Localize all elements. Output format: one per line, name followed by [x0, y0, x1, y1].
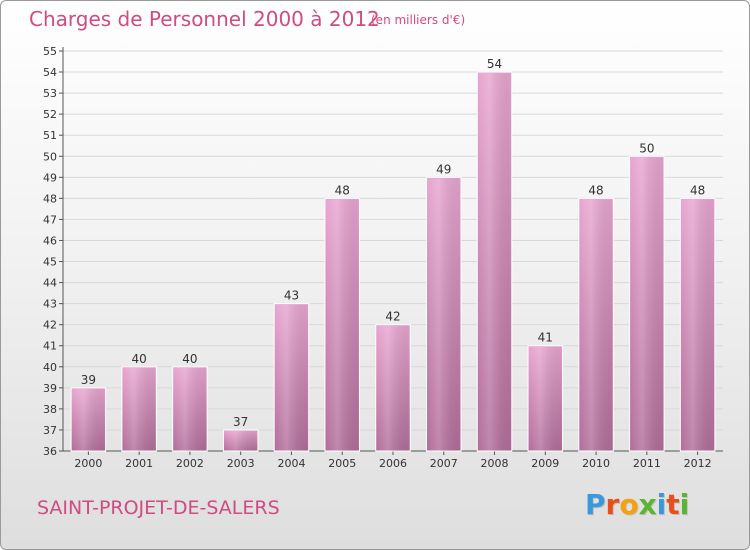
x-tick-label: 2009 [531, 457, 559, 470]
bars [70, 71, 716, 452]
y-tick-label: 45 [43, 256, 57, 269]
data-label: 48 [335, 183, 350, 197]
bar-shine [529, 346, 562, 451]
proxiti-logo: Proxiti [585, 488, 689, 521]
logo-letter: i [656, 488, 667, 521]
bar-shine [427, 178, 461, 451]
y-tick-label: 43 [43, 298, 57, 311]
data-label: 49 [436, 162, 451, 176]
y-tick-label: 47 [43, 213, 57, 226]
tick-labels: 36 37 38 39 40 41 42 43 44 45 46 47 48 49 50 51 52 53 54 55… [43, 45, 712, 470]
y-tick-label: 54 [43, 66, 57, 79]
logo-letter: r [605, 488, 620, 521]
data-label: 40 [132, 352, 147, 366]
data-label: 42 [385, 310, 400, 324]
bar-shine [681, 199, 714, 451]
bar-shine [579, 199, 613, 451]
bar-shine [478, 73, 511, 451]
x-tick-label: 2004 [277, 457, 305, 470]
data-label: 37 [233, 415, 248, 429]
y-tick-label: 37 [43, 424, 57, 437]
data-label: 39 [81, 373, 96, 387]
y-tick-label: 49 [43, 171, 57, 184]
bar-shine [376, 325, 410, 451]
chart-title: Charges de Personnel 2000 à 2012 [29, 7, 380, 31]
y-tick-label: 40 [43, 361, 57, 374]
data-labels: 39 40 40 37 43 48 42 49 54 41 48 50 48 [81, 57, 706, 429]
y-tick-label: 38 [43, 403, 57, 416]
y-tick-label: 36 [43, 445, 57, 458]
bar-shine [173, 367, 207, 451]
bar-shine [224, 430, 257, 451]
data-label: 50 [639, 141, 654, 155]
x-tick-label: 2001 [125, 457, 153, 470]
x-tick-label: 2002 [176, 457, 204, 470]
y-tick-label: 39 [43, 382, 57, 395]
chart-subtitle: (en milliers d'€) [371, 13, 466, 27]
commune-name: SAINT-PROJET-DE-SALERS [37, 497, 280, 519]
bar-shine [630, 157, 664, 451]
bar-shine [325, 199, 359, 451]
y-tick-label: 42 [43, 319, 57, 332]
logo-letter: P [585, 488, 606, 521]
y-tick-label: 53 [43, 87, 57, 100]
logo-letter: x [638, 488, 657, 521]
x-tick-label: 2012 [684, 457, 712, 470]
x-tick-label: 2008 [481, 457, 509, 470]
y-tick-label: 44 [43, 277, 57, 290]
data-label: 48 [690, 183, 705, 197]
data-label: 54 [487, 57, 502, 71]
y-tick-label: 51 [43, 129, 57, 142]
logo-letter: i [679, 488, 690, 521]
y-tick-label: 50 [43, 150, 57, 163]
x-tick-label: 2005 [328, 457, 356, 470]
y-tick-label: 48 [43, 192, 57, 205]
bar-shine [122, 367, 156, 451]
x-tick-label: 2007 [430, 457, 458, 470]
data-label: 40 [182, 352, 197, 366]
data-label: 43 [284, 289, 299, 303]
y-tick-label: 41 [43, 340, 57, 353]
bar-shine [72, 388, 105, 451]
data-label: 48 [588, 183, 603, 197]
data-label: 41 [538, 331, 553, 345]
logo-letter: t [666, 488, 680, 521]
y-tick-label: 55 [43, 45, 57, 58]
x-tick-label: 2006 [379, 457, 407, 470]
x-tick-label: 2000 [74, 457, 102, 470]
x-tick-label: 2003 [227, 457, 255, 470]
x-tick-label: 2011 [633, 457, 661, 470]
y-tick-label: 52 [43, 108, 57, 121]
logo-letter: o [619, 488, 639, 521]
y-tick-label: 46 [43, 234, 57, 247]
bar-shine [275, 304, 308, 451]
x-tick-label: 2010 [582, 457, 610, 470]
